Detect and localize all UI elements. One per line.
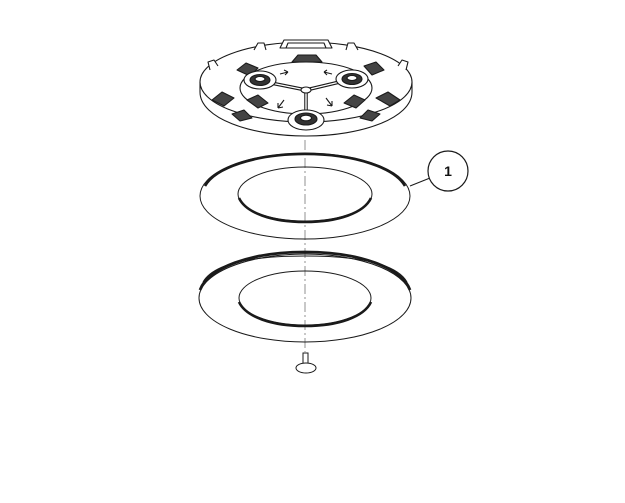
- screw: [295, 352, 317, 374]
- callout-leader-line: [409, 177, 431, 187]
- trim-ring: [198, 250, 412, 343]
- callout-1: 1: [409, 150, 469, 192]
- screw-boss-front: [287, 109, 325, 131]
- screw-boss-right: [335, 69, 369, 89]
- screw-boss-left: [243, 70, 277, 90]
- mounting-plate: [199, 39, 413, 137]
- flat-ring-part-1: [199, 152, 411, 240]
- callout-circle: [427, 150, 469, 192]
- callout-label: 1: [444, 163, 452, 179]
